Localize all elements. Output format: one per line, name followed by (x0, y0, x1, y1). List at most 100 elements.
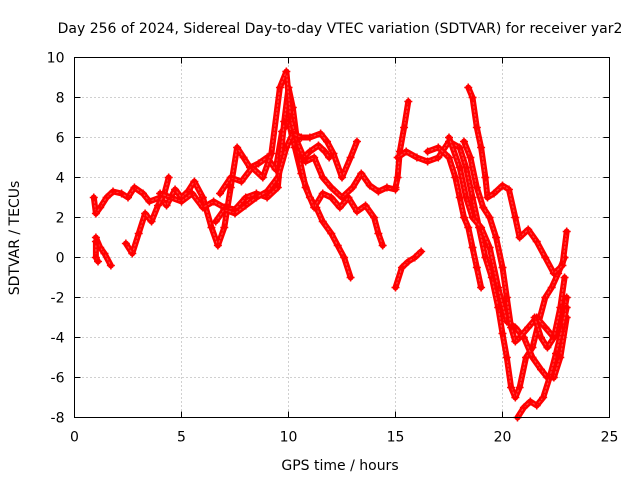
data-point (530, 313, 539, 322)
series-arc-6 (216, 67, 400, 202)
data-point (498, 181, 507, 190)
data-point (109, 187, 118, 196)
data-point (226, 183, 235, 192)
labels-layer: 0 5 10 15 20 25 -8 -6 -4 -2 0 2 4 6 8 10 (47, 51, 619, 446)
data-point (333, 241, 342, 250)
data-point (329, 149, 338, 158)
data-point (434, 153, 443, 162)
data-point (156, 189, 165, 198)
data-point (327, 193, 336, 202)
series-layer (89, 67, 571, 422)
data-point (468, 93, 477, 102)
data-point (556, 303, 565, 312)
data-point (293, 137, 302, 146)
data-point (310, 153, 319, 162)
data-point (117, 189, 126, 198)
data-point (248, 163, 257, 172)
data-point (128, 249, 137, 258)
data-point (327, 183, 336, 192)
data-point (231, 209, 239, 218)
data-point (552, 349, 560, 358)
data-point (477, 143, 486, 152)
data-point (288, 129, 297, 138)
y-tick-label: 4 (56, 171, 65, 187)
data-point (532, 237, 541, 246)
data-point (423, 147, 432, 156)
data-point (528, 353, 537, 362)
data-point (560, 273, 569, 282)
data-point (558, 261, 567, 270)
data-point (91, 237, 100, 246)
data-point (233, 143, 242, 152)
data-point (273, 173, 282, 182)
series-arc-16 (513, 303, 571, 422)
x-tick-label: 0 (70, 430, 79, 446)
data-point (220, 205, 229, 214)
data-point (100, 249, 109, 258)
data-point (502, 293, 511, 302)
data-point (320, 147, 329, 156)
data-point (310, 203, 319, 212)
data-point (494, 283, 503, 292)
data-point (282, 67, 291, 76)
data-point (507, 383, 516, 392)
data-point (434, 143, 443, 152)
data-point (318, 173, 327, 182)
data-point (445, 153, 453, 162)
data-point (138, 189, 147, 198)
data-point (537, 333, 546, 342)
data-point (417, 247, 426, 256)
x-tick-label: 15 (387, 430, 405, 446)
data-point (275, 83, 284, 92)
data-point (352, 207, 361, 216)
grid-layer (74, 57, 610, 418)
data-point (468, 213, 477, 222)
data-point (537, 365, 546, 374)
data-point (338, 173, 346, 182)
series-arc-1 (89, 117, 355, 282)
data-point (318, 217, 327, 226)
data-point (198, 203, 207, 212)
data-point (511, 393, 520, 402)
data-point (498, 263, 507, 272)
y-tick-label: -2 (51, 291, 65, 307)
data-point (102, 193, 111, 202)
series-arc-11 (393, 137, 569, 402)
y-tick-label: -8 (51, 411, 65, 427)
data-point (282, 143, 291, 152)
x-tick-label: 20 (494, 430, 512, 446)
series-marker-texture (397, 140, 566, 399)
data-point (348, 183, 357, 192)
series-arc-12 (423, 143, 486, 292)
data-point (325, 153, 334, 162)
data-point (445, 133, 453, 142)
data-point (89, 193, 98, 202)
data-point (106, 261, 115, 270)
data-point (511, 337, 520, 346)
data-point (455, 163, 464, 172)
data-point (404, 97, 413, 106)
y-tick-label: 10 (47, 51, 65, 67)
x-tick-label: 5 (177, 430, 186, 446)
data-point (378, 241, 387, 250)
data-point (241, 193, 250, 202)
data-point (466, 153, 475, 162)
data-point (323, 137, 332, 146)
data-point (305, 133, 314, 142)
data-point (547, 283, 556, 292)
data-point (485, 243, 494, 252)
data-point (519, 403, 528, 412)
data-point (237, 177, 246, 186)
data-point (462, 193, 471, 202)
data-point (549, 333, 558, 342)
data-point (412, 153, 421, 162)
data-point (479, 203, 488, 212)
series-marker-texture (159, 86, 384, 247)
data-point (241, 201, 250, 210)
series-arc-3 (91, 237, 103, 266)
data-point (145, 197, 154, 206)
data-point (121, 239, 130, 248)
data-point (472, 263, 481, 272)
data-point (451, 173, 460, 182)
data-point (198, 193, 207, 202)
